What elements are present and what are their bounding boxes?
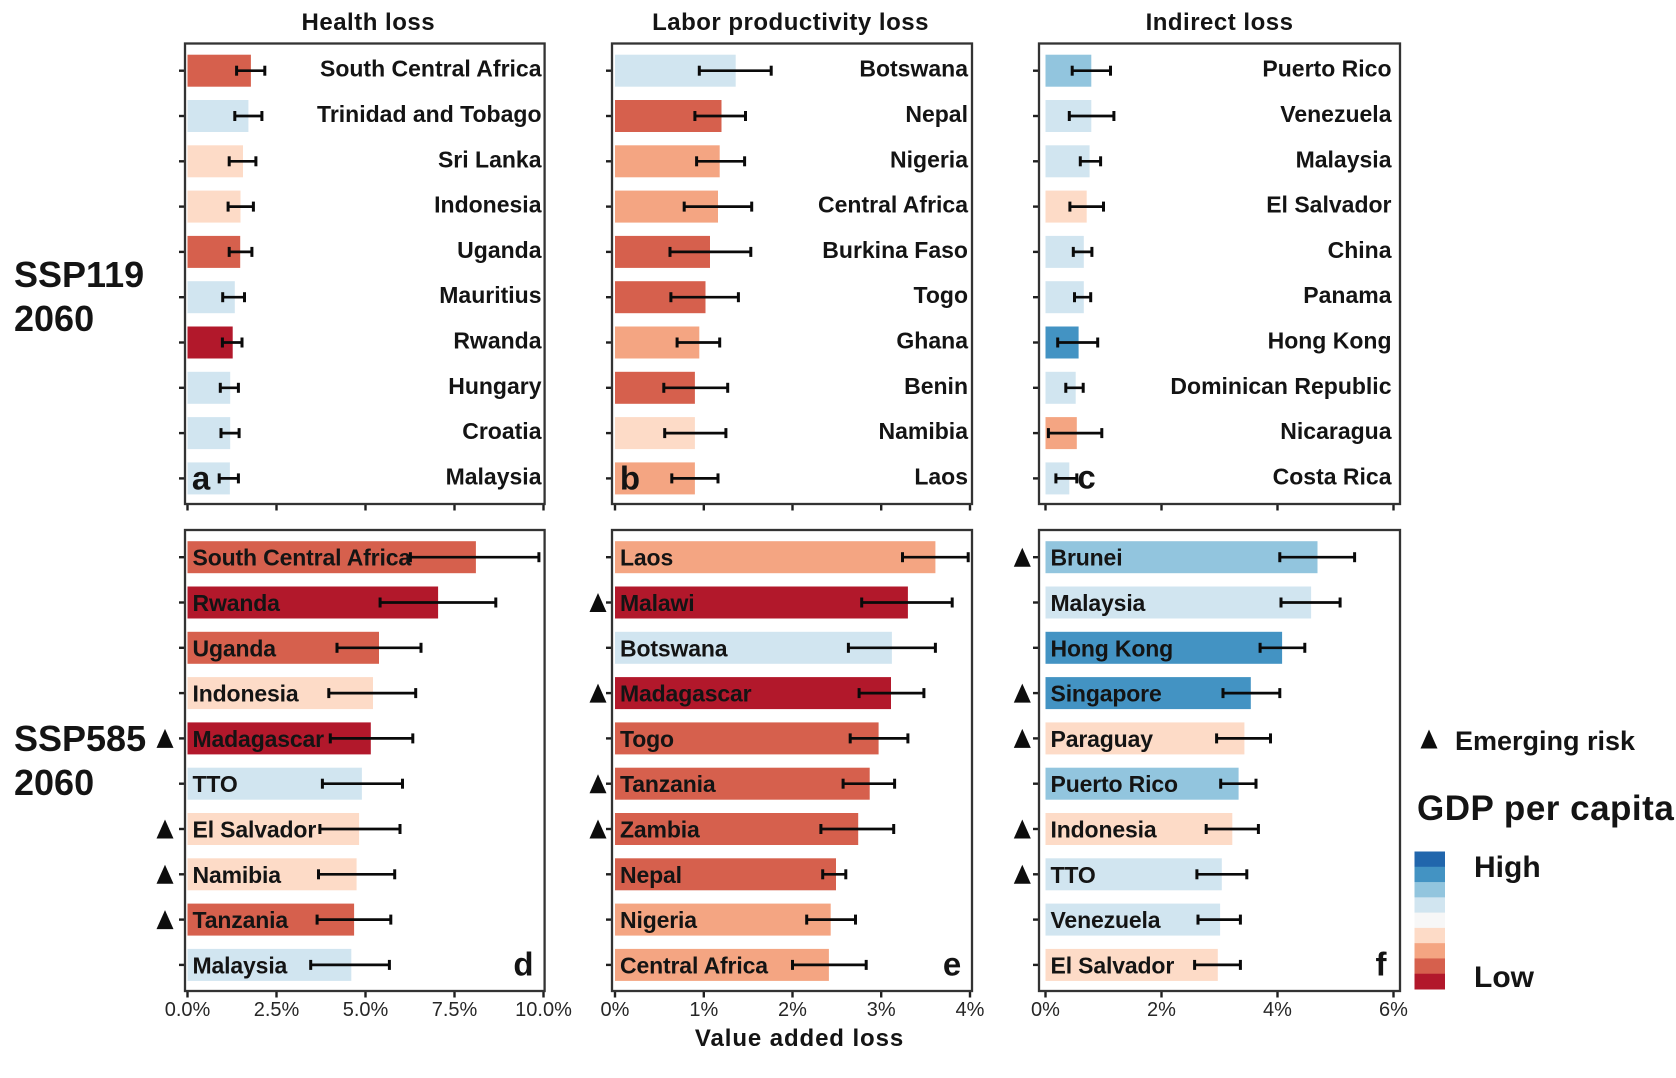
svg-text:d: d <box>513 946 533 983</box>
svg-text:South Central Africa: South Central Africa <box>320 56 542 82</box>
svg-text:Nepal: Nepal <box>905 101 968 127</box>
svg-text:Nigeria: Nigeria <box>620 907 697 933</box>
svg-text:Trinidad and Tobago: Trinidad and Tobago <box>317 101 541 127</box>
svg-text:Hong Kong: Hong Kong <box>1051 635 1174 661</box>
svg-text:Ghana: Ghana <box>896 328 968 354</box>
svg-text:Namibia: Namibia <box>879 418 969 444</box>
svg-text:Hungary: Hungary <box>448 373 542 399</box>
svg-text:Benin: Benin <box>904 373 968 399</box>
svg-text:TTO: TTO <box>1051 862 1096 888</box>
svg-text:Low: Low <box>1474 961 1535 994</box>
svg-text:Croatia: Croatia <box>462 418 541 444</box>
svg-text:Togo: Togo <box>914 282 969 308</box>
svg-text:4%: 4% <box>956 999 985 1021</box>
svg-text:Burkina Faso: Burkina Faso <box>822 237 968 263</box>
svg-text:3%: 3% <box>867 999 896 1021</box>
svg-text:Malaysia: Malaysia <box>446 463 542 489</box>
svg-text:Singapore: Singapore <box>1051 681 1162 707</box>
svg-text:0%: 0% <box>1031 999 1060 1021</box>
svg-text:Puerto Rico: Puerto Rico <box>1051 771 1179 797</box>
svg-text:Malawi: Malawi <box>620 590 695 616</box>
svg-text:2.5%: 2.5% <box>254 999 300 1021</box>
svg-text:10.0%: 10.0% <box>515 999 572 1021</box>
svg-text:El Salvador: El Salvador <box>193 817 317 843</box>
svg-text:El Salvador: El Salvador <box>1051 952 1175 978</box>
svg-text:Botswana: Botswana <box>620 635 728 661</box>
svg-text:Hong Kong: Hong Kong <box>1268 328 1392 354</box>
svg-text:Togo: Togo <box>620 726 674 752</box>
svg-text:South Central Africa: South Central Africa <box>193 545 412 571</box>
svg-text:TTO: TTO <box>193 771 238 797</box>
svg-text:Rwanda: Rwanda <box>193 590 281 616</box>
svg-text:Health loss: Health loss <box>302 9 436 36</box>
svg-text:Central Africa: Central Africa <box>818 192 968 218</box>
svg-text:0%: 0% <box>601 999 630 1021</box>
svg-text:Venezuela: Venezuela <box>1280 101 1391 127</box>
svg-text:Indonesia: Indonesia <box>1051 817 1157 843</box>
svg-text:SSP119: SSP119 <box>14 254 144 295</box>
svg-text:Tanzania: Tanzania <box>193 907 289 933</box>
svg-text:Value added loss: Value added loss <box>695 1025 904 1052</box>
svg-text:a: a <box>192 460 211 497</box>
svg-text:4%: 4% <box>1263 999 1292 1021</box>
svg-text:Nepal: Nepal <box>620 862 682 888</box>
svg-text:El Salvador: El Salvador <box>1266 192 1391 218</box>
svg-text:Puerto Rico: Puerto Rico <box>1262 56 1391 82</box>
svg-text:Emerging risk: Emerging risk <box>1455 726 1636 756</box>
svg-text:6%: 6% <box>1379 999 1408 1021</box>
svg-text:Uganda: Uganda <box>457 237 542 263</box>
svg-text:1%: 1% <box>689 999 718 1021</box>
svg-text:c: c <box>1077 459 1095 496</box>
svg-text:Namibia: Namibia <box>193 862 282 888</box>
svg-text:Rwanda: Rwanda <box>453 328 541 354</box>
svg-text:SSP585: SSP585 <box>14 718 146 759</box>
svg-text:b: b <box>620 460 640 497</box>
svg-text:Dominican Republic: Dominican Republic <box>1170 373 1391 399</box>
svg-text:0.0%: 0.0% <box>165 999 211 1021</box>
svg-text:Madagascar: Madagascar <box>620 681 752 707</box>
svg-text:Nigeria: Nigeria <box>890 146 968 172</box>
svg-text:Zambia: Zambia <box>620 817 700 843</box>
svg-text:2060: 2060 <box>14 762 94 803</box>
svg-text:2%: 2% <box>778 999 807 1021</box>
svg-text:Malaysia: Malaysia <box>1051 590 1146 616</box>
svg-text:Central Africa: Central Africa <box>620 952 768 978</box>
svg-text:Paraguay: Paraguay <box>1051 726 1154 752</box>
svg-text:Nicaragua: Nicaragua <box>1280 418 1391 444</box>
svg-text:2060: 2060 <box>14 298 94 339</box>
svg-text:e: e <box>943 946 961 983</box>
svg-text:Indonesia: Indonesia <box>193 681 299 707</box>
svg-text:Tanzania: Tanzania <box>620 771 716 797</box>
svg-text:China: China <box>1328 237 1392 263</box>
svg-text:Labor productivity loss: Labor productivity loss <box>652 9 929 36</box>
svg-text:Uganda: Uganda <box>193 635 277 661</box>
svg-text:f: f <box>1376 946 1388 983</box>
svg-text:High: High <box>1474 851 1541 884</box>
svg-text:5.0%: 5.0% <box>343 999 389 1021</box>
svg-text:Sri Lanka: Sri Lanka <box>438 146 542 172</box>
svg-text:Malaysia: Malaysia <box>1296 146 1392 172</box>
svg-text:Botswana: Botswana <box>859 56 968 82</box>
svg-text:Malaysia: Malaysia <box>193 952 288 978</box>
svg-text:Venezuela: Venezuela <box>1051 907 1161 933</box>
svg-text:Mauritius: Mauritius <box>439 282 541 308</box>
svg-text:Indirect loss: Indirect loss <box>1146 9 1294 36</box>
svg-text:Laos: Laos <box>914 463 968 489</box>
svg-text:Panama: Panama <box>1303 282 1391 308</box>
svg-text:Indonesia: Indonesia <box>434 192 542 218</box>
svg-text:GDP per capita: GDP per capita <box>1417 789 1674 828</box>
svg-text:Laos: Laos <box>620 545 673 571</box>
svg-text:Brunei: Brunei <box>1051 545 1123 571</box>
svg-text:Costa Rica: Costa Rica <box>1273 463 1392 489</box>
svg-text:2%: 2% <box>1147 999 1176 1021</box>
svg-text:7.5%: 7.5% <box>432 999 478 1021</box>
svg-text:Madagascar: Madagascar <box>193 726 325 752</box>
